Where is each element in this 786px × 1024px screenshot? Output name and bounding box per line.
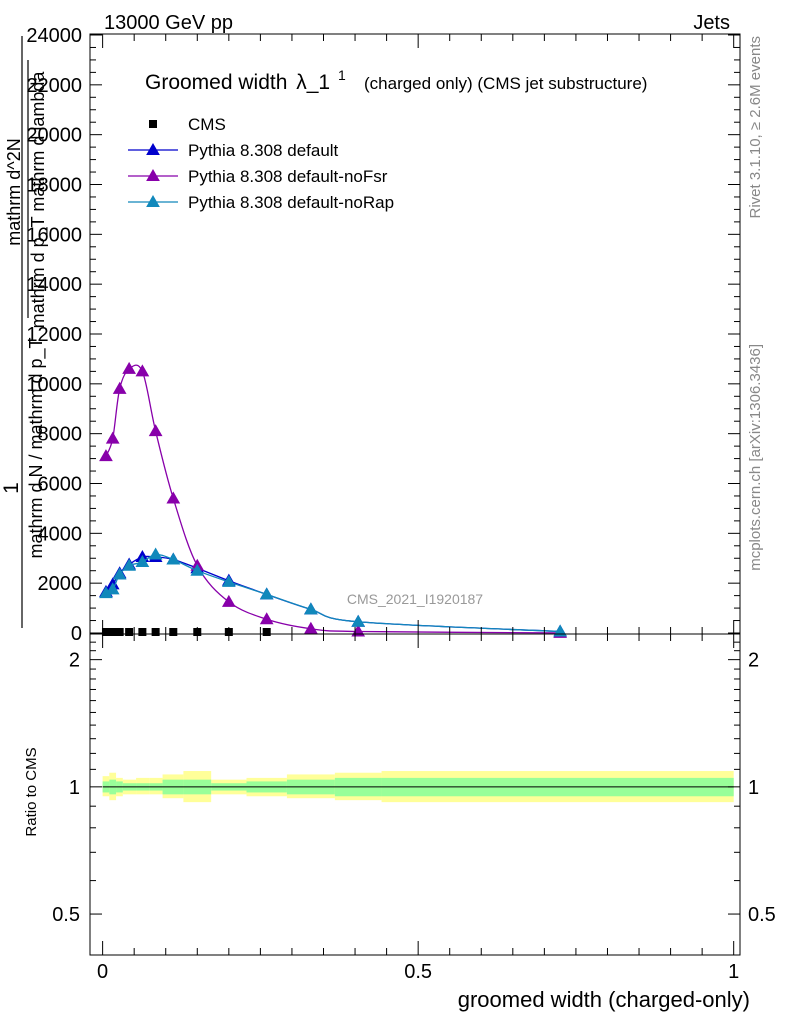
series-point (105, 582, 120, 595)
series-point (99, 449, 113, 462)
data-point (125, 628, 134, 636)
ratio-xtick-label: 0 (97, 961, 108, 983)
data-point (151, 628, 160, 636)
legend-marker (146, 168, 160, 181)
ratio-ytick-label: 2 (69, 650, 80, 672)
ratio-ylabel: Ratio to CMS (23, 747, 40, 836)
legend-marker (149, 120, 157, 128)
main-panel: 0 2000 4000 6000 8000 10000 12000 14000 16000 180… (0, 25, 741, 645)
main-ytick-labels: 0 2000 4000 6000 8000 10000 12000 14000 16000 180… (26, 25, 82, 645)
series-point (112, 381, 127, 394)
data-point (115, 628, 124, 636)
ytick-label: 24000 (26, 25, 82, 47)
ytick-label: 8000 (38, 424, 83, 446)
series-point (553, 624, 568, 637)
ytick-label: 18000 (26, 175, 82, 197)
xaxis-label: groomed width (charged-only) (458, 987, 750, 1012)
series-0 (101, 628, 271, 636)
ytick-label: 16000 (26, 224, 82, 246)
series-point (190, 563, 205, 576)
series-point (259, 587, 274, 600)
series-point (259, 612, 274, 625)
ratio-ytick-label-right: 1 (748, 777, 759, 799)
ratio-xtick-labels: 0 0.5 1 (97, 961, 739, 983)
chart-title-superscript: 1 (338, 67, 346, 83)
series-line (105, 553, 561, 633)
series-point (135, 554, 150, 567)
ytick-label: 6000 (38, 474, 83, 496)
series-point (112, 567, 127, 580)
ylabel-one: 1 (0, 482, 23, 494)
series-point (304, 602, 318, 615)
rivet-label: Rivet 3.1.10, ≥ 2.6M events (747, 36, 764, 219)
main-ylabel: 1 mathrm d N / mathrm d p_T mathrm d^2N … (0, 36, 49, 628)
main-axis-ticks (90, 34, 740, 634)
chart-subtitle: (charged only) (CMS jet substructure) (364, 74, 647, 93)
ratio-ytick-labels: 0.5 0.5 1 1 2 2 (52, 650, 776, 926)
series-point (166, 491, 181, 504)
ytick-label: 22000 (26, 75, 82, 97)
series-point (351, 614, 366, 627)
series-point (122, 361, 136, 374)
series-point (148, 547, 163, 560)
ylabel-inner-denominator: mathrm d p_T mathrm d lambda (28, 71, 49, 329)
ratio-ytick-label-right: 2 (748, 650, 759, 672)
ytick-label: 20000 (26, 125, 82, 147)
header-left-label: 13000 GeV pp (104, 12, 233, 34)
chart-watermark: CMS_2021_I1920187 (347, 591, 483, 607)
data-point (169, 628, 178, 636)
ratio-ytick-label: 1 (69, 777, 80, 799)
ylabel-inner-numerator: mathrm d^2N (4, 138, 24, 245)
ytick-label: 10000 (26, 374, 82, 396)
series-2 (99, 361, 568, 638)
ylabel-outer-denominator: mathrm d N / mathrm d p_T (26, 337, 47, 558)
ratio-xtick-label: 0.5 (404, 961, 432, 983)
ratio-panel: 0.5 0.51 12 2 0 0.5 1 Ratio to CMS groomed wi… (23, 633, 776, 1012)
ratio-axis-ticks (90, 634, 740, 955)
series-point (166, 552, 181, 565)
series-3 (99, 547, 568, 637)
series-point (105, 431, 120, 444)
ytick-label: 4000 (38, 523, 83, 545)
series-line (105, 555, 561, 633)
legend-label: Pythia 8.308 default (188, 141, 339, 160)
series-point (148, 424, 163, 437)
main-marks (99, 361, 568, 638)
series-point (135, 364, 150, 377)
series-point (122, 558, 136, 571)
ytick-label: 0 (71, 623, 82, 645)
series-point (304, 621, 318, 634)
data-point (138, 628, 147, 636)
legend-label: Pythia 8.308 default-noRap (188, 193, 394, 212)
ratio-ytick-label: 0.5 (52, 904, 80, 926)
ytick-label: 14000 (26, 274, 82, 296)
ratio-panel-frame (89, 633, 741, 956)
legend-marker (146, 142, 160, 155)
ratio-xtick-label: 1 (728, 961, 739, 983)
mcplots-label: mcplots.cern.ch [arXiv:1306.3436] (747, 344, 764, 571)
ratio-ytick-label-right: 0.5 (748, 904, 776, 926)
data-point (262, 628, 271, 636)
data-point (108, 628, 117, 636)
chart-title-text: Groomed width (145, 71, 287, 94)
chart-title: Groomed width λ_1 1 (145, 67, 346, 94)
chart-title-symbol: λ_1 (296, 71, 330, 94)
ytick-label: 2000 (38, 573, 83, 595)
legend: CMS Pythia 8.308 default Pythia 8.308 defa… (128, 115, 394, 212)
legend-label: Pythia 8.308 default-noFsr (188, 167, 388, 186)
ratio-marks (102, 771, 734, 803)
legend-marker (146, 194, 160, 207)
data-point (101, 628, 110, 636)
ytick-label: 12000 (26, 324, 82, 346)
legend-label: CMS (188, 115, 226, 134)
series-point (221, 574, 236, 587)
header-right-label: Jets (693, 12, 730, 34)
series-point (221, 594, 236, 607)
